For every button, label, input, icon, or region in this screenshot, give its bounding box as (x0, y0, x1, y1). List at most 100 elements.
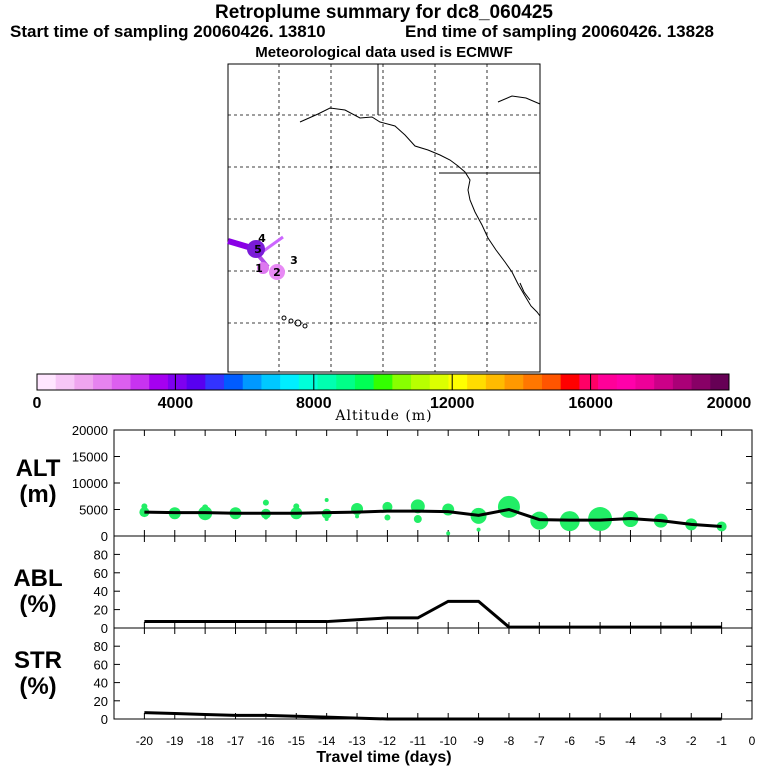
map-coastline (497, 95, 541, 105)
x-tick-label: -13 (348, 734, 366, 748)
x-tick-label: -17 (227, 734, 245, 748)
colorbar-swatch (37, 374, 57, 390)
met-data-label: Meteorological data used is ECMWF (255, 44, 513, 61)
str-label-bottom: (%) (19, 673, 57, 700)
colorbar-swatch (560, 374, 580, 390)
colorbar-swatch (149, 374, 169, 390)
map-location-label: 2 (273, 266, 281, 279)
alt-label-top: ALT (15, 455, 61, 482)
alt-panel-label: ALT (m) (8, 456, 68, 508)
x-tick-label: -14 (318, 734, 336, 748)
x-tick-label: -10 (440, 734, 458, 748)
map-location-label: 3 (290, 254, 298, 267)
colorbar-swatch (317, 374, 337, 390)
end-time-label: End time of sampling 20060426. 13828 (405, 22, 714, 41)
plume-marker (257, 262, 269, 274)
x-tick-label: -19 (166, 734, 184, 748)
str-label-top: STR (14, 647, 62, 674)
colorbar-swatch (598, 374, 618, 390)
x-tick-label: -7 (534, 734, 545, 748)
altitude-spread-point (263, 515, 268, 520)
y-tick-label: 20 (94, 603, 108, 618)
colorbar-swatch (242, 374, 262, 390)
y-tick-label: 10000 (72, 476, 108, 491)
altitude-spread-point (442, 503, 455, 516)
x-tick-label: -6 (564, 734, 575, 748)
y-tick-label: 60 (94, 657, 108, 672)
map-island (281, 315, 287, 321)
y-tick-label: 15000 (72, 450, 108, 465)
x-tick-label: -8 (504, 734, 515, 748)
map-island (294, 319, 302, 327)
colorbar-swatch (691, 374, 711, 390)
x-tick-label: 0 (749, 734, 756, 748)
x-tick-label: -2 (686, 734, 697, 748)
colorbar-swatch (280, 374, 300, 390)
colorbar-swatch (448, 374, 468, 390)
panel-frame (113, 535, 753, 629)
colorbar-swatch (336, 374, 356, 390)
colorbar-swatch (93, 374, 113, 390)
colorbar-swatch (205, 374, 225, 390)
colorbar-swatch (411, 374, 431, 390)
colorbar-swatch (467, 374, 487, 390)
plume-marker (269, 264, 285, 280)
y-tick-label: 0 (101, 529, 108, 544)
colorbar-tick-label: 0 (33, 395, 42, 412)
y-tick-label: 60 (94, 566, 108, 581)
alt-series-line (144, 507, 722, 528)
colorbar-swatch (392, 374, 412, 390)
y-tick-label: 40 (94, 676, 108, 691)
x-axis-label: Travel time (days) (316, 749, 452, 766)
colorbar-tick-label: 20000 (707, 395, 752, 412)
colorbar-tick-label: 16000 (568, 395, 613, 412)
y-tick-label: 40 (94, 584, 108, 599)
colorbar-swatch (654, 374, 674, 390)
colorbar-swatch (541, 374, 562, 390)
y-tick-label: 80 (94, 639, 108, 654)
colorbar-swatch (55, 374, 75, 390)
colorbar-swatch (373, 374, 393, 390)
y-tick-label: 0 (101, 621, 108, 636)
x-tick-label: -11 (410, 734, 427, 748)
altitude-spread-point (324, 517, 329, 522)
colorbar-swatch (523, 374, 543, 390)
plume-marker (247, 240, 265, 258)
colorbar-swatch (579, 374, 599, 390)
alt-label-bottom: (m) (19, 481, 57, 508)
str-panel-label: STR (%) (8, 648, 68, 700)
str-series-line (144, 711, 722, 721)
map-island (288, 318, 294, 324)
panel-frame (113, 627, 753, 720)
colorbar-label: Altitude (m) (335, 408, 433, 424)
map-location-label: 1 (255, 262, 263, 275)
colorbar-tick-label: 8000 (296, 395, 332, 412)
y-tick-label: 80 (94, 547, 108, 562)
colorbar-swatch (354, 374, 375, 390)
altitude-spread-point (141, 503, 148, 510)
x-tick-label: -9 (473, 734, 484, 748)
colorbar-tick-label: 12000 (430, 395, 475, 412)
abl-panel-label: ABL (%) (8, 566, 68, 618)
chart-title: Retroplume summary for dc8_060425 (215, 2, 553, 23)
map-location-label: 4 (258, 232, 266, 245)
colorbar-swatch (111, 374, 132, 390)
altitude-spread-point (384, 514, 391, 521)
x-tick-label: -4 (625, 734, 636, 748)
y-tick-label: 20000 (72, 423, 108, 438)
x-tick-label: -18 (196, 734, 214, 748)
altitude-spread-point (497, 495, 520, 518)
map-location-label: 5 (254, 243, 262, 256)
altitude-spread-point (293, 503, 300, 510)
altitude-spread-point (382, 501, 393, 512)
colorbar-swatch (261, 374, 281, 390)
y-tick-label: 0 (101, 712, 108, 727)
y-tick-label: 5000 (79, 503, 108, 518)
x-tick-label: -5 (595, 734, 606, 748)
map-island (302, 323, 308, 329)
map-coastline (299, 107, 541, 317)
x-tick-label: -3 (656, 734, 667, 748)
x-tick-label: -20 (136, 734, 154, 748)
altitude-spread-point (446, 531, 451, 536)
